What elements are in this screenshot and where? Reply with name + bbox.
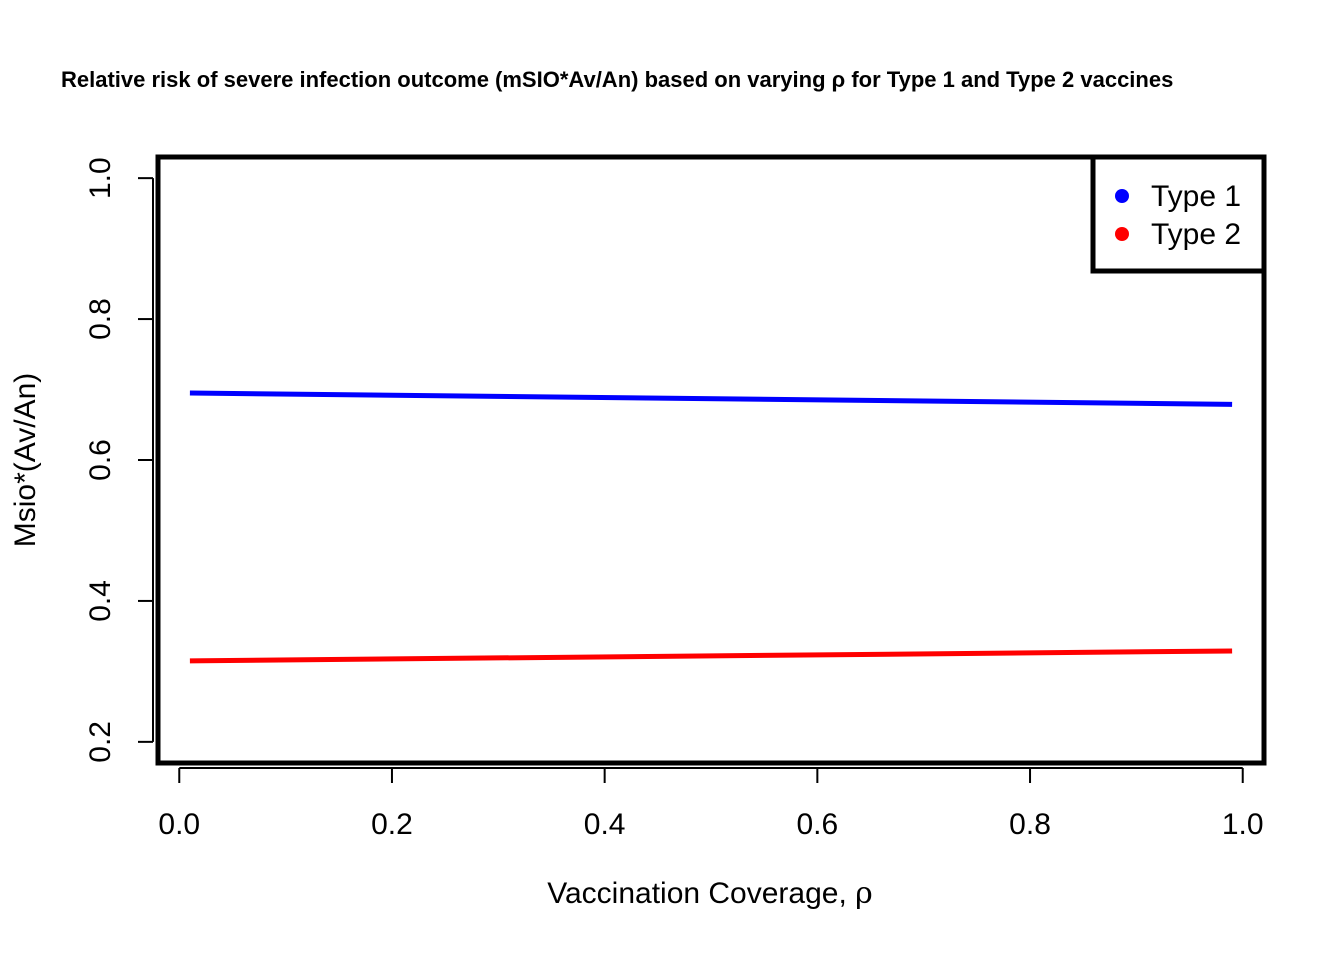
legend-label-type-2: Type 2 — [1151, 218, 1241, 251]
y-axis: 0.2 0.4 0.6 0.8 1.0 — [84, 157, 154, 763]
x-tick-label: 1.0 — [1222, 808, 1264, 841]
y-tick-label: 0.6 — [84, 439, 117, 481]
x-tick-label: 0.8 — [1009, 808, 1051, 841]
y-tick-label: 0.4 — [84, 580, 117, 622]
legend-marker-type-2 — [1115, 227, 1129, 241]
x-axis-label: Vaccination Coverage, ρ — [547, 876, 873, 911]
y-tick-label: 0.8 — [84, 298, 117, 340]
x-tick-label: 0.2 — [371, 808, 413, 841]
legend: Type 1 Type 2 — [1090, 154, 1267, 274]
legend-box — [1090, 154, 1267, 274]
legend-label-type-1: Type 1 — [1151, 180, 1241, 213]
legend-marker-type-1 — [1115, 189, 1129, 203]
series-layer — [189, 390, 1233, 664]
y-tick-label: 0.2 — [84, 721, 117, 763]
series-line-type-2 — [189, 648, 1233, 664]
x-axis: 0.0 0.2 0.4 0.6 0.8 1.0 — [158, 767, 1264, 841]
x-tick-label: 0.6 — [796, 808, 838, 841]
series-line-type-1 — [189, 390, 1233, 407]
x-tick-label: 0.4 — [584, 808, 626, 841]
y-axis-label: Msio*(Av/An) — [9, 373, 42, 548]
y-tick-label: 1.0 — [84, 157, 117, 199]
chart-title: Relative risk of severe infection outcom… — [61, 67, 1173, 92]
x-axis-label-symbol: ρ — [855, 876, 873, 911]
plot-frame — [155, 154, 1267, 766]
x-axis-label-text: Vaccination Coverage, — [547, 877, 855, 910]
x-tick-label: 0.0 — [158, 808, 200, 841]
